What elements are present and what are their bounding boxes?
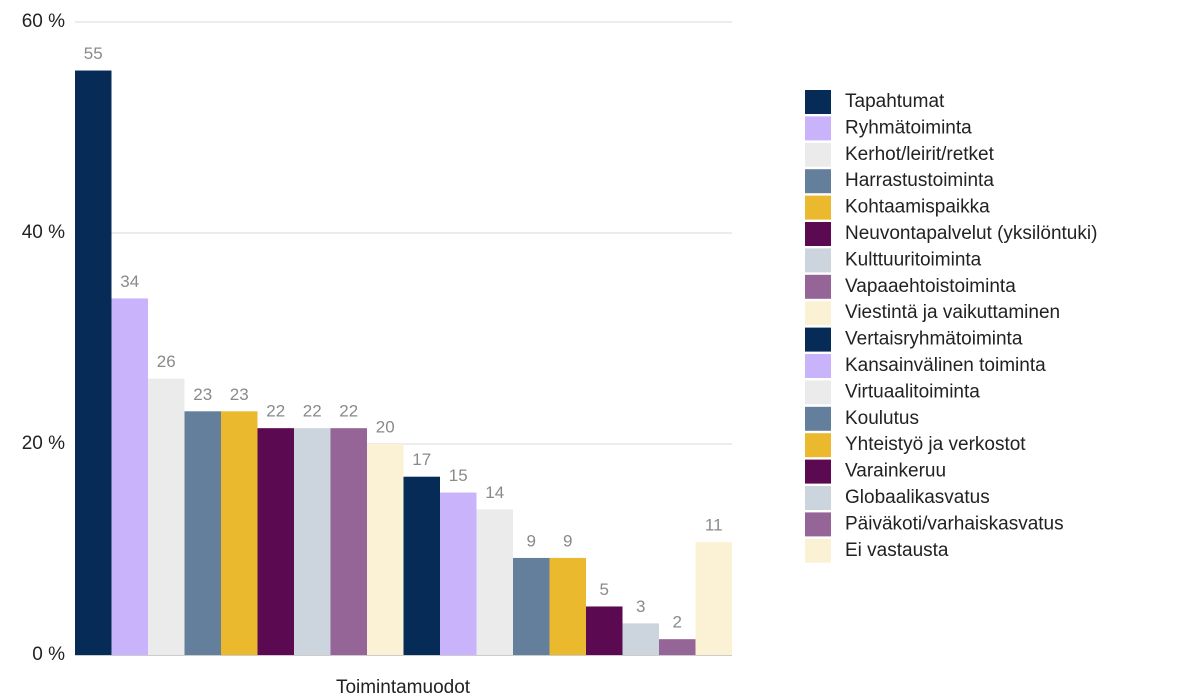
data-label: 11 [705,516,723,535]
data-label: 23 [193,385,212,404]
legend-swatch [805,459,831,484]
data-label: 22 [266,402,285,421]
bar [257,428,294,655]
data-label: 22 [303,402,322,421]
legend-swatch [805,169,831,194]
legend-label: Harrastustoiminta [845,170,994,191]
y-tick-label: 20 % [22,433,65,454]
legend-swatch [805,195,831,220]
data-label: 34 [120,272,139,291]
legend-label: Kerhot/leirit/retket [845,144,995,165]
bar [184,411,221,655]
legend-label: Kohtaamispaikka [845,197,990,218]
data-label: 23 [230,385,249,404]
bar [330,428,367,655]
data-label: 9 [563,531,572,550]
legend-swatch [805,248,831,273]
legend-label: Kulttuuritoiminta [845,249,982,270]
legend-swatch [805,142,831,167]
bar [75,70,112,655]
bar [148,378,185,655]
data-label: 17 [412,450,431,469]
legend-swatch [805,512,831,537]
legend-swatch [805,116,831,141]
legend-label: Virtuaalitoiminta [845,381,980,402]
bar [111,298,148,655]
legend-swatch [805,222,831,246]
bar [367,444,404,655]
bar [294,428,331,655]
legend-label: Vertaisryhmätoiminta [845,329,1023,350]
legend-label: Globaalikasvatus [845,487,990,508]
legend-swatch [805,486,831,510]
data-label: 22 [339,402,358,421]
legend-swatch [805,327,831,352]
data-label: 20 [376,417,395,436]
legend-label: Varainkeruu [845,461,946,482]
data-label: 3 [636,597,645,616]
legend-swatch [805,301,831,326]
bar [695,542,732,655]
legend-label: Ryhmätoiminta [845,117,972,138]
legend-label: Ei vastausta [845,540,949,561]
data-label: 15 [449,466,468,485]
data-label: 2 [673,613,682,632]
bar [476,509,513,655]
y-tick-label: 60 % [22,11,65,32]
legend-label: Yhteistyö ja verkostot [845,434,1026,455]
data-label: 55 [84,44,103,63]
bar [221,411,258,655]
data-label: 14 [485,483,504,502]
bar [403,476,440,655]
y-tick-label: 40 % [22,222,65,243]
legend-swatch [805,538,831,563]
bar [549,557,586,655]
legend-label: Koulutus [845,408,919,429]
legend-swatch [805,433,831,458]
legend-label: Tapahtumat [845,91,945,112]
y-tick-label: 0 % [32,644,65,665]
legend-label: Neuvontapalvelut (yksilöntuki) [845,223,1097,244]
bar [659,639,696,655]
data-label: 9 [527,531,536,550]
legend-swatch [805,380,831,405]
bar [586,606,623,655]
legend-swatch [805,354,831,378]
x-axis-label: Toimintamuodot [336,677,471,698]
data-label: 5 [600,580,609,599]
legend-label: Kansainvälinen toiminta [845,355,1046,376]
legend-swatch [805,274,831,299]
bar [440,492,477,655]
legend-swatch [805,90,831,114]
legend-label: Päiväkoti/varhaiskasvatus [845,513,1064,534]
legend-label: Viestintä ja vaikuttaminen [845,302,1060,323]
bar [513,557,550,655]
legend-swatch [805,406,831,431]
data-label: 26 [157,352,176,371]
bar [622,623,659,655]
legend-label: Vapaaehtoistoiminta [845,276,1016,297]
